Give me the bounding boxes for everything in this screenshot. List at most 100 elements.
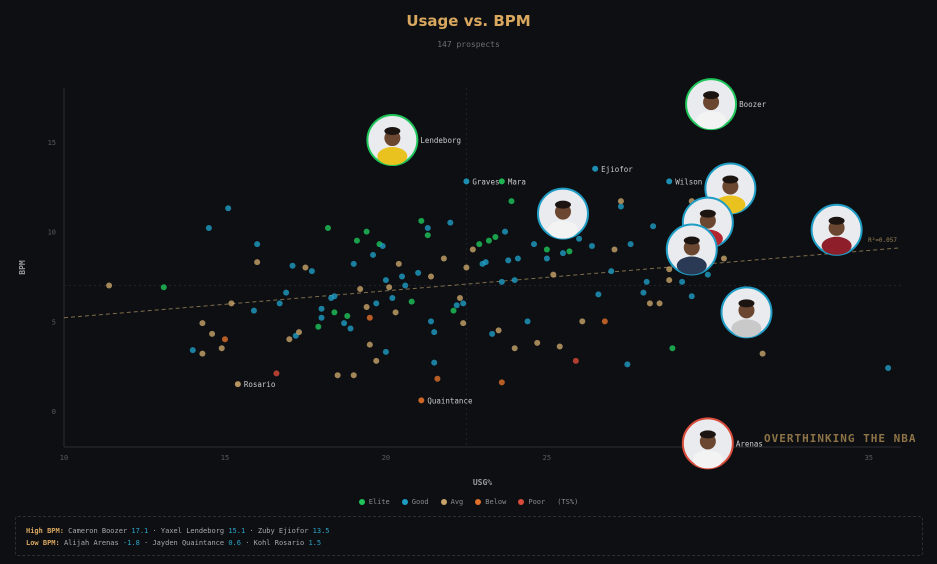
- data-point: [531, 241, 538, 248]
- data-point: [650, 223, 657, 230]
- boozer-avatar-jersey: [696, 111, 727, 130]
- point-label-lendeborg: Lendeborg: [420, 136, 461, 145]
- data-point: [427, 318, 434, 325]
- data-point: [534, 339, 541, 346]
- player-5-avatar-jersey: [731, 319, 762, 338]
- data-point: [415, 269, 422, 276]
- data-point: [556, 343, 563, 350]
- data-point: [608, 268, 615, 275]
- data-point: [254, 259, 261, 266]
- data-point: [363, 228, 370, 235]
- data-point: [353, 237, 360, 244]
- data-point-rosario: [234, 381, 241, 388]
- y-tick-10: 10: [48, 229, 56, 237]
- data-point: [511, 345, 518, 352]
- data-point: [318, 305, 325, 312]
- scatter-chart: 101520253035051015USG%BPMR²=0.057BoozerL…: [18, 78, 902, 487]
- data-point: [643, 278, 650, 285]
- data-point: [595, 291, 602, 298]
- player-3-avatar-hair: [699, 209, 716, 218]
- data-point: [373, 300, 380, 307]
- data-point: [225, 205, 232, 212]
- legend-item-below: Below: [475, 498, 506, 506]
- data-point: [205, 225, 212, 232]
- data-point: [382, 277, 389, 284]
- high-bpm-label: High BPM:: [26, 527, 64, 535]
- arenas-avatar-hair: [699, 430, 716, 439]
- y-tick-15: 15: [48, 139, 56, 147]
- data-point: [617, 198, 624, 205]
- arenas-avatar-jersey: [692, 450, 723, 469]
- data-point: [627, 241, 634, 248]
- data-point: [392, 309, 399, 316]
- x-tick-20: 20: [382, 454, 390, 462]
- point-label-ejiofor: Ejiofor: [601, 165, 633, 174]
- data-point: [221, 336, 228, 343]
- lendeborg-avatar-jersey: [377, 147, 408, 166]
- notes-panel: High BPM: Cameron Boozer 17.1 · Yaxel Le…: [15, 516, 923, 556]
- data-point: [408, 298, 415, 305]
- data-point: [759, 350, 766, 357]
- watermark: OVERTHINKING THE NBA: [764, 432, 917, 445]
- legend: Elite Good Avg Below Poor (TS%): [0, 498, 937, 506]
- data-point: [646, 300, 653, 307]
- data-point: [463, 264, 470, 271]
- data-point: [460, 320, 467, 327]
- data-point: [347, 325, 354, 332]
- data-point: [611, 246, 618, 253]
- data-point: [331, 293, 338, 300]
- high-bpm-value-1: 17.1: [131, 527, 149, 535]
- data-point: [283, 289, 290, 296]
- data-point: [254, 241, 261, 248]
- data-point: [389, 295, 396, 302]
- trend-label: R²=0.057: [868, 237, 897, 244]
- x-tick-35: 35: [865, 454, 873, 462]
- legend-swatch-good: [401, 499, 408, 505]
- data-point: [482, 259, 489, 266]
- player-1-avatar-hair: [554, 200, 571, 209]
- data-point: [447, 219, 454, 226]
- y-axis-label: BPM: [18, 260, 27, 275]
- player-2-avatar-hair: [722, 175, 739, 184]
- low-bpm-label: Low BPM:: [26, 539, 60, 547]
- data-point: [424, 232, 431, 239]
- data-point: [508, 198, 515, 205]
- legend-label-elite: Elite: [368, 498, 390, 506]
- point-label-wilson: Wilson: [675, 177, 702, 186]
- data-point: [601, 318, 608, 325]
- low-bpm-value-3: 1.5: [308, 539, 322, 547]
- data-point: [308, 268, 315, 275]
- data-point: [427, 273, 434, 280]
- data-point: [559, 250, 566, 257]
- data-point: [511, 277, 518, 284]
- data-point: [679, 278, 686, 285]
- low-bpm-name-2: Jayden Quaintance: [152, 539, 225, 547]
- legend-item-avg: Avg: [440, 498, 464, 506]
- data-point: [656, 300, 663, 307]
- data-point: [199, 320, 206, 327]
- data-point-mara: [498, 178, 505, 185]
- boozer-avatar-hair: [703, 91, 720, 100]
- data-point: [250, 307, 257, 314]
- legend-label-avg: Avg: [450, 498, 464, 506]
- data-point: [273, 370, 280, 377]
- data-point: [617, 203, 624, 210]
- player-6-avatar-jersey: [821, 236, 852, 255]
- x-tick-15: 15: [221, 454, 229, 462]
- data-point: [418, 217, 425, 224]
- data-point: [399, 273, 406, 280]
- data-point: [363, 303, 370, 310]
- data-point: [160, 284, 167, 291]
- data-point-graves: [463, 178, 470, 185]
- data-point: [498, 379, 505, 386]
- data-point: [576, 235, 583, 242]
- data-point: [382, 348, 389, 355]
- player-1-avatar-jersey: [547, 220, 578, 239]
- low-bpm-value-2: 0.6: [228, 539, 241, 547]
- data-point: [357, 286, 364, 293]
- data-point: [505, 257, 512, 264]
- data-point: [456, 295, 463, 302]
- point-label-graves: Graves: [472, 177, 499, 186]
- data-point: [228, 300, 235, 307]
- trend-line: [63, 247, 902, 319]
